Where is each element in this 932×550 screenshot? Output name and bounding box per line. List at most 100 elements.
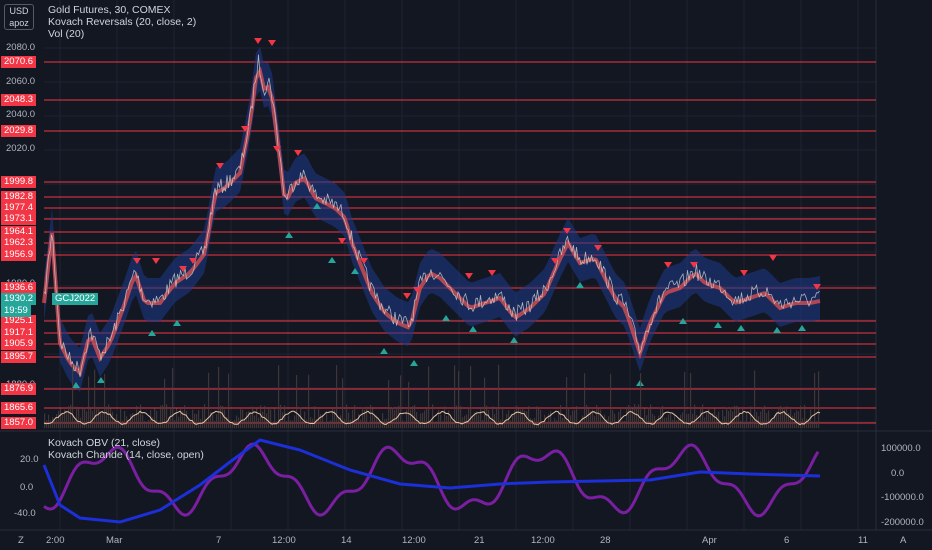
- volume-bar: [190, 419, 192, 428]
- volume-bar: [610, 373, 612, 428]
- level-tag[interactable]: 1895.7: [1, 351, 37, 363]
- volume-bar: [698, 420, 700, 428]
- volume-bar: [486, 405, 488, 428]
- volume-bar: [120, 407, 122, 428]
- level-tag[interactable]: 1925.1: [1, 315, 37, 327]
- time-axis-label: 14: [341, 535, 352, 546]
- volume-bar: [358, 413, 360, 428]
- level-tag[interactable]: 2029.8: [1, 125, 37, 137]
- volume-bar: [814, 373, 816, 428]
- level-tag[interactable]: 1973.1: [1, 213, 37, 225]
- volume-bar: [760, 411, 762, 428]
- volume-bar: [684, 371, 686, 428]
- volume-bar: [70, 404, 72, 428]
- volume-bar: [752, 419, 754, 428]
- volume-bar: [612, 410, 614, 428]
- volume-bar: [766, 413, 768, 428]
- volume-bar: [812, 421, 814, 428]
- volume-bar: [332, 408, 334, 428]
- volume-bar: [418, 420, 420, 428]
- volume-bar: [516, 405, 518, 428]
- volume-bar: [636, 406, 638, 428]
- time-axis-label: 21: [474, 535, 485, 546]
- reversal-down-arrow: [254, 38, 262, 44]
- level-tag[interactable]: 2070.6: [1, 56, 37, 68]
- volume-bar: [512, 414, 514, 428]
- volume-bar: [702, 404, 704, 428]
- volume-bar: [632, 408, 634, 428]
- reversal-up-arrow: [510, 337, 518, 343]
- volume-bar: [212, 414, 214, 428]
- level-tag[interactable]: 1982.8: [1, 191, 37, 203]
- volume-bar: [730, 407, 732, 428]
- level-tag[interactable]: 1956.9: [1, 249, 37, 261]
- volume-bar: [798, 411, 800, 428]
- volume-bar: [264, 405, 266, 428]
- level-tag[interactable]: 1917.1: [1, 327, 37, 339]
- last-price-tag[interactable]: 1930.2: [1, 293, 37, 305]
- volume-bar: [338, 417, 340, 428]
- volume-bar: [460, 405, 462, 428]
- volume-bar: [594, 416, 596, 428]
- volume-bar: [536, 406, 538, 428]
- volume-bar: [172, 367, 174, 428]
- volume-bar: [776, 411, 778, 428]
- level-tag[interactable]: 1857.0: [1, 417, 37, 429]
- volume-bar: [130, 414, 132, 428]
- level-tag[interactable]: 1962.3: [1, 237, 37, 249]
- level-tag[interactable]: 1865.6: [1, 402, 37, 414]
- volume-bar: [68, 405, 70, 428]
- level-tag[interactable]: 1876.9: [1, 383, 37, 395]
- legend-symbol[interactable]: Gold Futures, 30, COMEX: [48, 4, 171, 16]
- legend-volume[interactable]: Vol (20): [48, 28, 85, 40]
- volume-bar: [816, 421, 818, 428]
- volume-bar: [804, 404, 806, 428]
- volume-bar: [314, 406, 316, 428]
- volume-bar: [196, 413, 198, 428]
- reversal-down-arrow: [740, 270, 748, 276]
- time-axis-label: 28: [600, 535, 611, 546]
- legend-kovach-reversals[interactable]: Kovach Reversals (20, close, 2): [48, 16, 197, 28]
- reversal-down-arrow: [294, 150, 302, 156]
- volume-bar: [142, 414, 144, 428]
- level-tag[interactable]: 1964.1: [1, 226, 37, 238]
- volume-bar: [796, 410, 798, 428]
- volume-bar: [258, 417, 260, 428]
- volume-bar: [74, 420, 76, 428]
- volume-bar: [170, 406, 172, 428]
- volume-bar: [464, 415, 466, 428]
- volume-bar: [174, 419, 176, 428]
- volume-bar: [448, 410, 450, 428]
- volume-bar: [304, 411, 306, 428]
- reversal-up-arrow: [173, 320, 181, 326]
- volume-bar: [114, 418, 116, 428]
- volume-bar: [404, 421, 406, 428]
- volume-bar: [498, 364, 500, 428]
- volume-bar: [54, 419, 56, 428]
- volume-bar: [232, 420, 234, 428]
- level-tag[interactable]: 1936.6: [1, 282, 37, 294]
- level-tag[interactable]: 1999.8: [1, 176, 37, 188]
- auto-scale-button[interactable]: A: [900, 535, 907, 546]
- time-axis-label: 2:00: [46, 535, 65, 546]
- reversal-up-arrow: [576, 282, 584, 288]
- volume-bar: [438, 409, 440, 428]
- oscillator-right-axis-label: -200000.0: [881, 517, 924, 528]
- legend-kovach-chande[interactable]: Kovach Chande (14, close, open): [48, 449, 204, 461]
- volume-bar: [182, 410, 184, 428]
- level-tag[interactable]: 2048.3: [1, 94, 37, 106]
- level-tag[interactable]: 1977.4: [1, 202, 37, 214]
- currency-unit-selector[interactable]: USD apoz: [4, 4, 34, 30]
- volume-bar: [808, 419, 810, 428]
- level-tag[interactable]: 1905.9: [1, 338, 37, 350]
- volume-bar: [50, 420, 52, 428]
- volume-bar: [742, 406, 744, 428]
- reversal-up-arrow: [679, 318, 687, 324]
- zoom-button[interactable]: Z: [18, 535, 24, 546]
- legend-kovach-obv[interactable]: Kovach OBV (21, close): [48, 437, 161, 449]
- volume-bar: [802, 418, 804, 428]
- volume-bar: [58, 411, 60, 428]
- volume-bar: [208, 372, 210, 428]
- volume-bar: [354, 405, 356, 428]
